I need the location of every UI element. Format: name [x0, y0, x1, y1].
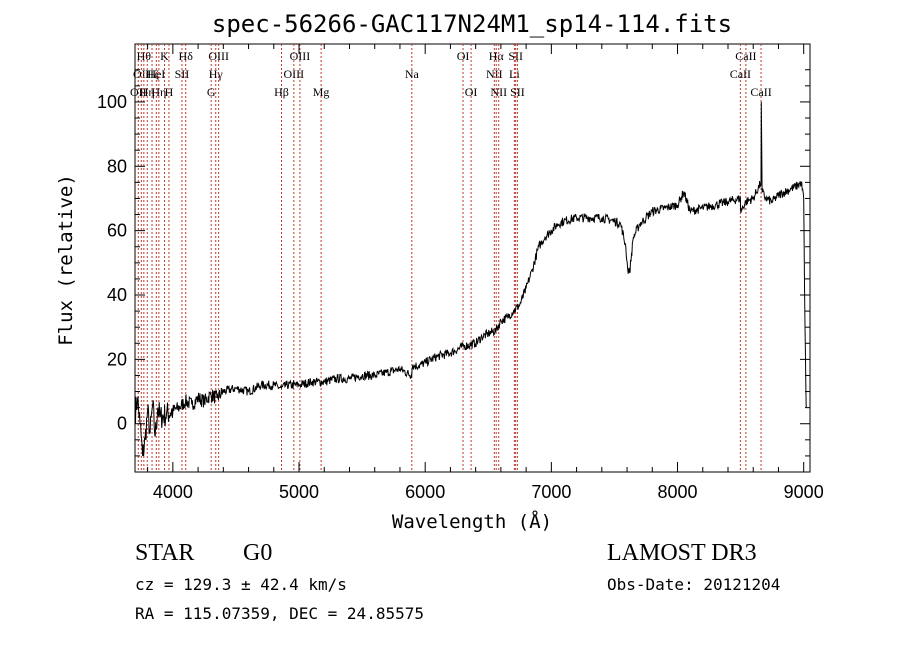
x-axis-label: Wavelength (Å): [392, 510, 552, 533]
y-tick-label: 80: [107, 156, 127, 176]
emission-line-label: OIII: [290, 49, 311, 63]
emission-line-label: Hδ: [179, 49, 194, 63]
emission-line-label: Hη: [140, 85, 155, 99]
emission-line-label: Hβ: [274, 85, 289, 99]
emission-line-label: Mg: [313, 85, 330, 99]
emission-line-label: SII: [510, 85, 525, 99]
emission-line-label: Hθ: [137, 49, 152, 63]
emission-line-label: Li: [509, 67, 520, 81]
spectrum-line: [134, 101, 807, 457]
axis-ticks: 4000 5000 6000 7000 8000 9000 0 20 40 60 80 100: [97, 44, 824, 502]
emission-line-label: OII: [133, 67, 150, 81]
emission-line-label: OI: [465, 85, 478, 99]
emission-line-label: Hγ: [209, 67, 224, 81]
x-tick-label: 7000: [531, 482, 571, 502]
emission-line-label: SII: [175, 67, 190, 81]
emission-line-label: CaII: [735, 49, 756, 63]
y-tick-label: 40: [107, 285, 127, 305]
emission-line-label: CaII: [730, 67, 751, 81]
x-tick-label: 4000: [153, 482, 193, 502]
y-tick-label: 100: [97, 92, 127, 112]
emission-line-label: Hη: [151, 85, 166, 99]
emission-line-label: H: [165, 85, 174, 99]
x-tick-label: 5000: [279, 482, 319, 502]
y-axis-label: Flux (relative): [55, 174, 77, 346]
emission-line-label: Hζ: [145, 67, 159, 81]
x-tick-label: 6000: [405, 482, 445, 502]
emission-line-label: OII: [130, 85, 147, 99]
survey-name: LAMOST DR3: [607, 540, 757, 566]
plot-frame: [134, 43, 811, 473]
y-tick-label: 0: [117, 414, 127, 434]
x-tick-label: 8000: [657, 482, 697, 502]
y-tick-label: 20: [107, 349, 127, 369]
object-class: STAR: [135, 540, 195, 566]
chart-title: spec-56266-GAC117N24M1_sp14-114.fits: [212, 10, 732, 38]
emission-line-label: HeI: [147, 67, 165, 81]
line-annotations: OIIOIIHθHηHζHeIHηKHSIIHδGHγOIIIHβOIIIOII…: [130, 44, 772, 472]
sky-coordinates: RA = 115.07359, DEC = 24.85575: [135, 604, 424, 623]
emission-line-label: OIII: [208, 49, 229, 63]
emission-line-label: Na: [405, 67, 420, 81]
observation-date: Obs-Date: 20121204: [607, 575, 781, 594]
emission-line-label: K: [160, 49, 169, 63]
emission-line-label: NII: [486, 67, 503, 81]
y-tick-label: 60: [107, 221, 127, 241]
emission-line-label: CaII: [750, 85, 771, 99]
redshift-velocity: cz = 129.3 ± 42.4 km/s: [135, 575, 347, 594]
object-subclass: G0: [243, 540, 273, 566]
x-tick-label: 9000: [784, 482, 824, 502]
emission-line-label: G: [207, 85, 216, 99]
emission-line-label: OIII: [284, 67, 305, 81]
emission-line-label: Hα: [489, 49, 505, 63]
emission-line-label: SII: [508, 49, 523, 63]
emission-line-label: NII: [490, 85, 507, 99]
emission-line-label: OI: [457, 49, 470, 63]
